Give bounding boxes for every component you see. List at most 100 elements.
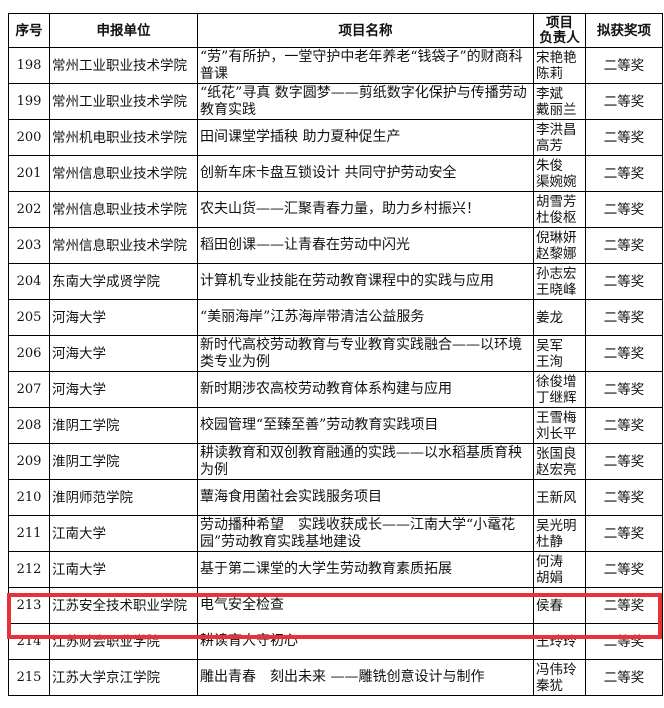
leader-name: 孙志宏 — [536, 265, 577, 282]
header-leader-line2: 负责人 — [539, 29, 580, 46]
row-award: 二等奖 — [585, 659, 663, 696]
row-unit: 常州工业职业技术学院 — [49, 83, 198, 120]
row-number: 209 — [8, 443, 50, 480]
row-leader: 张国良 赵宏亮 — [533, 443, 586, 480]
row-leader: 李斌 戴丽兰 — [533, 83, 586, 120]
row-project: 新时期涉农高校劳动教育体系构建与应用 — [197, 371, 534, 408]
row-leader: 孙志宏 王晓峰 — [533, 263, 586, 300]
leader-name: 宋艳艳 — [536, 49, 577, 66]
leader-name: 秦犹 — [536, 677, 563, 694]
row-unit: 河海大学 — [49, 299, 198, 336]
awards-table: 序号 申报单位 项目名称 项目 负责人 拟获奖项 198 常州工业职业技术学院 “劳”… — [8, 13, 663, 696]
leader-name: 侯春 — [536, 597, 563, 614]
row-award: 二等奖 — [585, 263, 663, 300]
row-award: 二等奖 — [585, 407, 663, 444]
table-row: 204 东南大学成贤学院 计算机专业技能在劳动教育课程中的实践与应用 孙志宏 王晓峰 二等… — [8, 263, 663, 300]
row-leader: 朱俊 渠婉婉 — [533, 155, 586, 192]
row-unit: 江南大学 — [49, 551, 198, 588]
leader-name: 赵宏亮 — [536, 461, 577, 478]
row-leader: 王新风 — [533, 479, 586, 516]
row-unit: 河海大学 — [49, 371, 198, 408]
table-row: 203 常州信息职业技术学院 稻田创课——让青春在劳动中闪光 倪琳妍 赵黎娜 二等奖 — [8, 227, 663, 264]
header-leader-line1: 项目 — [546, 14, 573, 31]
row-project: 劳动播种希望 实践收获成长——江南大学“小鼋花园”劳动教育实践基地建设 — [197, 515, 534, 552]
leader-name: 朱俊 — [536, 157, 563, 174]
leader-name: 赵黎娜 — [536, 245, 577, 262]
row-number: 207 — [8, 371, 50, 408]
table-row: 200 常州机电职业技术学院 田间课堂学插秧 助力夏种促生产 李洪昌 高芳 二等奖 — [8, 119, 663, 156]
leader-name: 戴丽兰 — [536, 101, 577, 118]
row-project: 农夫山货——汇聚青春力量，助力乡村振兴！ — [197, 191, 534, 228]
table-row: 206 河海大学 新时代高校劳动教育与专业教育实践融合——以环境类专业为例 吴军 王洵二… — [8, 335, 663, 372]
table-row: 209 淮阴工学院 耕读教育和双创教育融通的实践——以水稻基质育秧为例 张国良 赵宏亮二… — [8, 443, 663, 480]
row-leader: 胡雪芳 杜俊枢 — [533, 191, 586, 228]
leader-name: 姜龙 — [536, 309, 563, 326]
row-number: 198 — [8, 47, 50, 84]
leader-name: 张国良 — [536, 445, 577, 462]
row-leader: 吴军 王洵 — [533, 335, 586, 372]
leader-name: 吴军 — [536, 337, 563, 354]
table-row: 207 河海大学 新时期涉农高校劳动教育体系构建与应用 徐俊增 丁继辉 二等奖 — [8, 371, 663, 408]
header-award: 拟获奖项 — [585, 13, 663, 48]
row-number: 204 — [8, 263, 50, 300]
leader-name: 李洪昌 — [536, 121, 577, 138]
row-number: 205 — [8, 299, 50, 336]
row-project: 雕出青春 刻出未来 ——雕铣创意设计与制作 — [197, 659, 534, 696]
row-project: “美丽海岸”江苏海岸带清洁公益服务 — [197, 299, 534, 336]
row-award: 二等奖 — [585, 335, 663, 372]
row-award: 二等奖 — [585, 299, 663, 336]
row-number: 206 — [8, 335, 50, 372]
row-project: 新时代高校劳动教育与专业教育实践融合——以环境类专业为例 — [197, 335, 534, 372]
row-number: 199 — [8, 83, 50, 120]
table-row: 202 常州信息职业技术学院 农夫山货——汇聚青春力量，助力乡村振兴！ 胡雪芳 杜俊枢二… — [8, 191, 663, 228]
row-number: 211 — [8, 515, 50, 552]
row-award: 二等奖 — [585, 47, 663, 84]
leader-name: 杜静 — [536, 533, 563, 550]
row-number: 210 — [8, 479, 50, 516]
row-project: “纸花”寻真 数字圆梦——剪纸数字化保护与传播劳动教育实践 — [197, 83, 534, 120]
leader-name: 胡雪芳 — [536, 193, 577, 210]
row-number: 200 — [8, 119, 50, 156]
row-leader: 王雪梅 刘长平 — [533, 407, 586, 444]
row-unit: 河海大学 — [49, 335, 198, 372]
row-leader: 李洪昌 高芳 — [533, 119, 586, 156]
row-unit: 江南大学 — [49, 515, 198, 552]
row-award: 二等奖 — [585, 479, 663, 516]
row-award: 二等奖 — [585, 443, 663, 480]
row-project: 创新车床卡盘互锁设计 共同守护劳动安全 — [197, 155, 534, 192]
header-unit: 申报单位 — [49, 13, 198, 48]
row-project: 蕈海食用菌社会实践服务项目 — [197, 479, 534, 516]
row-unit: 淮阴工学院 — [49, 443, 198, 480]
leader-name: 王雪梅 — [536, 409, 577, 426]
row-number: 215 — [8, 659, 50, 696]
header-no: 序号 — [8, 13, 50, 48]
row-leader: 徐俊增 丁继辉 — [533, 371, 586, 408]
leader-name: 丁继辉 — [536, 389, 577, 406]
table-row: 199 常州工业职业技术学院 “纸花”寻真 数字圆梦——剪纸数字化保护与传播劳动教育… — [8, 83, 663, 120]
header-project: 项目名称 — [197, 13, 534, 48]
table-row: 215 江苏大学京江学院 雕出青春 刻出未来 ——雕铣创意设计与制作 冯伟玲 秦犹 二等奖 — [8, 659, 663, 696]
leader-name: 胡娟 — [536, 569, 563, 586]
table-row: 211 江南大学 劳动播种希望 实践收获成长——江南大学“小鼋花园”劳动教育实践基地… — [8, 515, 663, 552]
leader-name: 高芳 — [536, 137, 563, 154]
leader-name: 徐俊增 — [536, 373, 577, 390]
row-number: 212 — [8, 551, 50, 588]
leader-name: 杜俊枢 — [536, 209, 577, 226]
leader-name: 吴光明 — [536, 517, 577, 534]
row-leader: 冯伟玲 秦犹 — [533, 659, 586, 696]
row-number: 208 — [8, 407, 50, 444]
row-unit: 常州机电职业技术学院 — [49, 119, 198, 156]
row-unit: 东南大学成贤学院 — [49, 263, 198, 300]
row-number: 202 — [8, 191, 50, 228]
leader-name: 王晓峰 — [536, 281, 577, 298]
row-project: 基于第二课堂的大学生劳动教育素质拓展 — [197, 551, 534, 588]
row-number: 203 — [8, 227, 50, 264]
leader-name: 冯伟玲 — [536, 661, 577, 678]
row-leader: 宋艳艳 陈莉 — [533, 47, 586, 84]
row-project: “劳”有所护，一堂守护中老年养老“钱袋子”的财商科普课 — [197, 47, 534, 84]
row-leader: 吴光明 杜静 — [533, 515, 586, 552]
table-row: 208 淮阴工学院 校园管理“至臻至善”劳动教育实践项目 王雪梅 刘长平 二等奖 — [8, 407, 663, 444]
table-row: 201 常州信息职业技术学院 创新车床卡盘互锁设计 共同守护劳动安全 朱俊 渠婉婉 二等奖 — [8, 155, 663, 192]
highlight-box-row-213 — [7, 593, 662, 639]
row-unit: 淮阴工学院 — [49, 407, 198, 444]
